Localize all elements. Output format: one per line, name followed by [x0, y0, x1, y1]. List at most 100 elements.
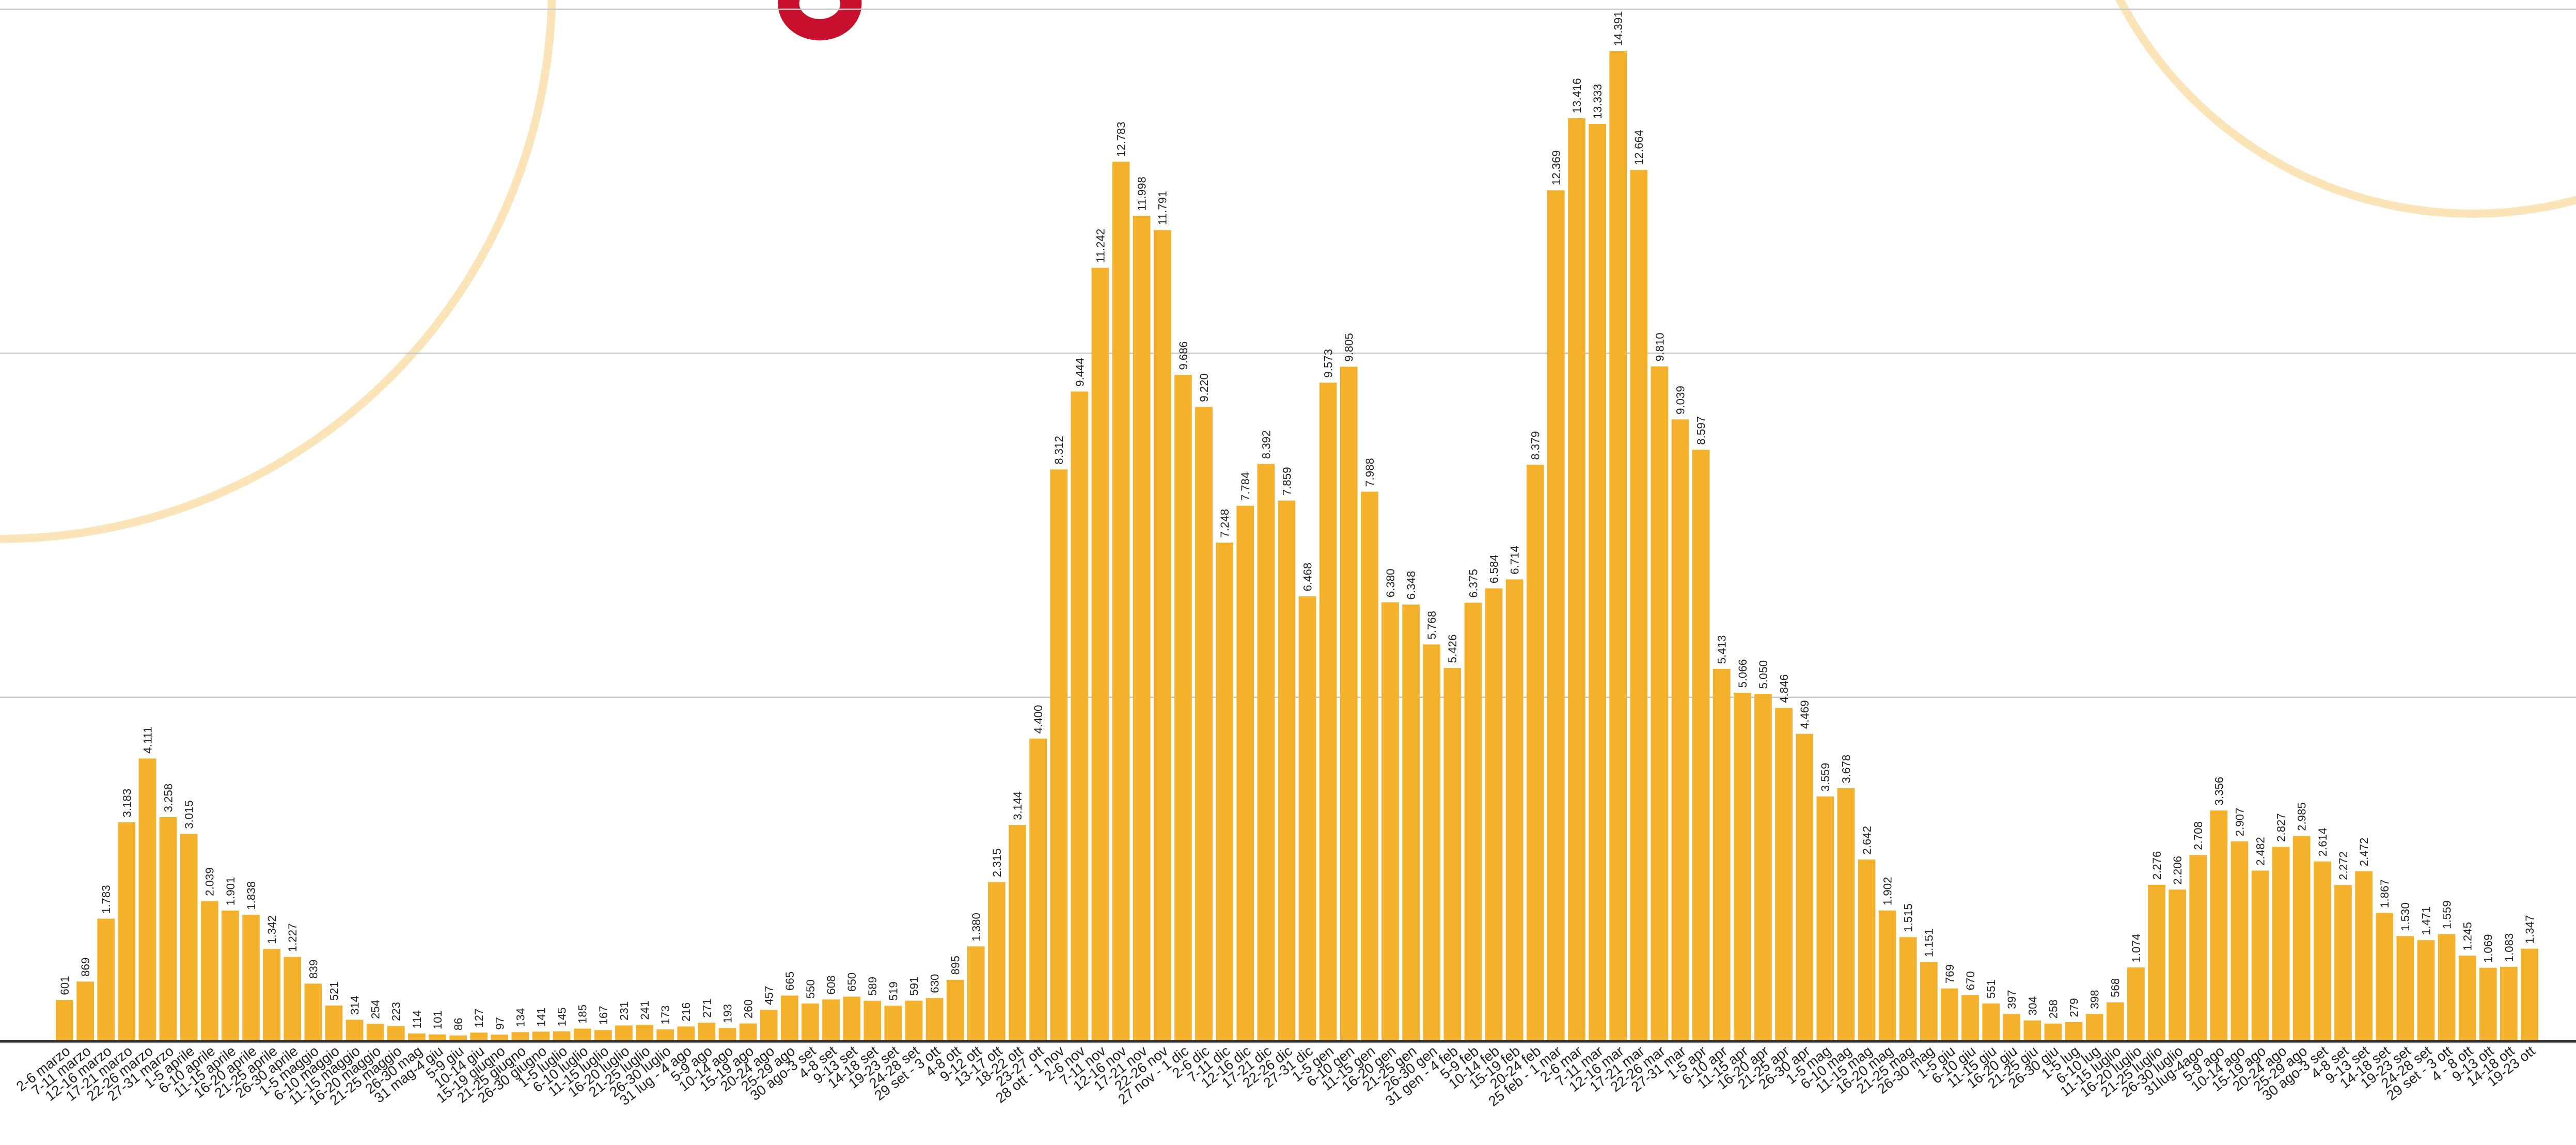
- bar: [1941, 989, 1958, 1041]
- value-label: 1.245: [2461, 922, 2474, 951]
- bar: [885, 1006, 902, 1041]
- bar: [2189, 855, 2207, 1041]
- bar: [1547, 190, 1565, 1042]
- bar: [1465, 602, 1482, 1041]
- bar: [1775, 708, 1793, 1041]
- value-label: 398: [2088, 990, 2101, 1009]
- bar: [118, 822, 136, 1041]
- bar: [1961, 995, 1979, 1041]
- bar: [905, 1000, 923, 1041]
- bar: [1340, 367, 1358, 1041]
- value-label: 1.530: [2399, 902, 2412, 931]
- bar: [1216, 543, 1233, 1041]
- value-label: 7.248: [1218, 509, 1231, 538]
- value-label: 6.380: [1384, 569, 1397, 598]
- bar: [1050, 469, 1067, 1041]
- bar: [2252, 870, 2269, 1041]
- bar: [2334, 885, 2352, 1041]
- value-label: 9.810: [1653, 332, 1666, 361]
- bar: [512, 1032, 529, 1041]
- value-label: 13.416: [1570, 78, 1583, 113]
- bar: [1009, 825, 1026, 1041]
- bar: [367, 1024, 384, 1041]
- bar: [2438, 934, 2456, 1041]
- bar: [947, 980, 964, 1041]
- bar: [470, 1032, 488, 1041]
- value-label: 591: [907, 977, 920, 996]
- value-label: 11.242: [1094, 229, 1107, 263]
- value-label: 521: [327, 981, 340, 1000]
- bar: [698, 1023, 716, 1041]
- value-label: 127: [473, 1009, 485, 1028]
- bar: [1982, 1004, 2000, 1041]
- value-label: 630: [929, 974, 941, 993]
- bar: [1361, 491, 1378, 1041]
- bar: [2210, 810, 2227, 1041]
- bar: [56, 1000, 73, 1041]
- value-label: 9.039: [1674, 386, 1687, 415]
- bar: [1858, 860, 1876, 1041]
- bar: [304, 983, 322, 1041]
- bar: [2086, 1014, 2103, 1041]
- bar: [1879, 911, 1896, 1042]
- value-label: 650: [845, 973, 858, 992]
- value-label: 2.827: [2275, 813, 2288, 842]
- value-label: 670: [1964, 971, 1977, 990]
- value-label: 279: [2068, 998, 2081, 1017]
- value-label: 769: [1943, 964, 1956, 983]
- bar: [1734, 693, 1751, 1041]
- value-label: 519: [887, 981, 900, 1000]
- bar: [988, 882, 1006, 1042]
- value-label: 167: [597, 1006, 610, 1025]
- bar: [1443, 668, 1461, 1041]
- value-label: 3.015: [183, 800, 196, 829]
- bar: [1381, 602, 1399, 1041]
- value-label: 1.471: [2420, 907, 2432, 935]
- value-label: 2.708: [2192, 821, 2205, 850]
- value-label: 1.380: [970, 913, 983, 942]
- value-label: 101: [431, 1010, 444, 1029]
- bar: [160, 817, 177, 1041]
- bar: [222, 911, 239, 1041]
- bar: [1609, 51, 1627, 1041]
- bar: [2355, 871, 2373, 1041]
- bar: [822, 999, 840, 1041]
- value-label: 4.846: [1778, 674, 1790, 703]
- bar: [553, 1031, 571, 1041]
- value-label: 1.867: [2378, 879, 2391, 908]
- value-label: 2.642: [1860, 826, 1873, 855]
- bar: [1816, 797, 1834, 1041]
- bar: [325, 1006, 343, 1041]
- value-label: 260: [742, 999, 755, 1019]
- value-label: 1.347: [2523, 915, 2536, 944]
- value-label: 9.686: [1177, 341, 1190, 370]
- bar: [1029, 739, 1047, 1041]
- bar: [1630, 170, 1647, 1041]
- value-label: 11.998: [1136, 177, 1149, 211]
- bar: [139, 758, 156, 1041]
- value-label: 551: [1985, 979, 1998, 998]
- bar: [781, 996, 798, 1042]
- value-label: 665: [783, 972, 796, 991]
- value-label: 6.714: [1509, 546, 1521, 575]
- value-label: 3.144: [1011, 791, 1024, 820]
- value-label: 2.272: [2337, 851, 2350, 880]
- bar: [2314, 862, 2331, 1041]
- value-label: 231: [618, 1001, 631, 1021]
- bar: [1174, 375, 1192, 1041]
- value-label: 134: [514, 1008, 527, 1027]
- value-label: 2.482: [2254, 837, 2267, 866]
- bar: [1651, 367, 1669, 1042]
- bar: [1837, 788, 1855, 1041]
- value-label: 2.315: [991, 848, 1003, 877]
- bar: [180, 834, 198, 1041]
- decor-arc: [2075, 0, 2576, 214]
- bar: [615, 1025, 633, 1041]
- bar: [1920, 962, 1938, 1041]
- value-label: 254: [369, 1000, 382, 1019]
- value-label: 1.083: [2503, 933, 2516, 962]
- value-label: 2.907: [2233, 808, 2246, 837]
- bar: [2376, 913, 2393, 1041]
- bar: [1402, 605, 1420, 1041]
